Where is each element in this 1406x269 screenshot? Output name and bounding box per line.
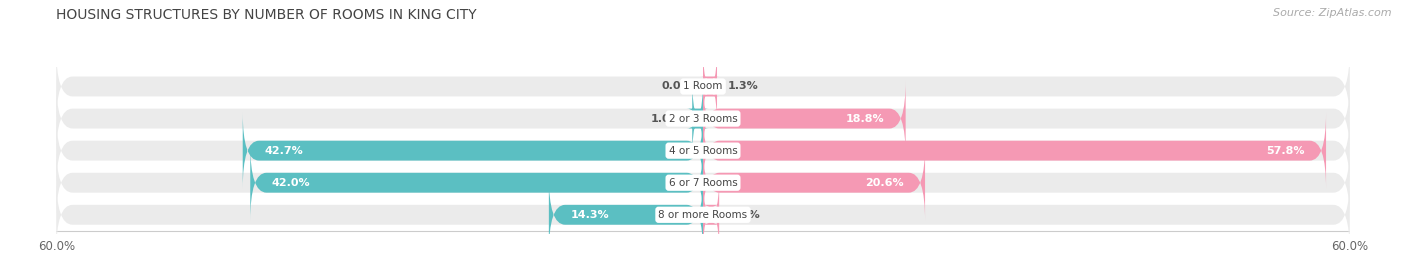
FancyBboxPatch shape (700, 48, 720, 125)
Text: 8 or more Rooms: 8 or more Rooms (658, 210, 748, 220)
FancyBboxPatch shape (703, 144, 925, 221)
FancyBboxPatch shape (688, 80, 709, 157)
Text: 1.5%: 1.5% (730, 210, 761, 220)
FancyBboxPatch shape (548, 177, 703, 253)
FancyBboxPatch shape (56, 80, 1350, 157)
FancyBboxPatch shape (703, 177, 720, 253)
Text: 57.8%: 57.8% (1265, 146, 1305, 156)
Text: 42.0%: 42.0% (271, 178, 311, 188)
Text: 14.3%: 14.3% (571, 210, 609, 220)
Text: Source: ZipAtlas.com: Source: ZipAtlas.com (1274, 8, 1392, 18)
Text: 2 or 3 Rooms: 2 or 3 Rooms (669, 114, 737, 123)
FancyBboxPatch shape (250, 144, 703, 221)
FancyBboxPatch shape (703, 80, 905, 157)
FancyBboxPatch shape (56, 144, 1350, 221)
Text: 1.0%: 1.0% (651, 114, 682, 123)
FancyBboxPatch shape (243, 112, 703, 189)
FancyBboxPatch shape (56, 48, 1350, 125)
Text: 42.7%: 42.7% (264, 146, 304, 156)
Text: 20.6%: 20.6% (865, 178, 904, 188)
Text: HOUSING STRUCTURES BY NUMBER OF ROOMS IN KING CITY: HOUSING STRUCTURES BY NUMBER OF ROOMS IN… (56, 8, 477, 22)
FancyBboxPatch shape (56, 112, 1350, 189)
Text: 6 or 7 Rooms: 6 or 7 Rooms (669, 178, 737, 188)
FancyBboxPatch shape (56, 177, 1350, 253)
Text: 18.8%: 18.8% (845, 114, 884, 123)
Text: 0.0%: 0.0% (662, 82, 692, 91)
Text: 4 or 5 Rooms: 4 or 5 Rooms (669, 146, 737, 156)
FancyBboxPatch shape (703, 112, 1326, 189)
Text: 1.3%: 1.3% (728, 82, 759, 91)
Text: 1 Room: 1 Room (683, 82, 723, 91)
